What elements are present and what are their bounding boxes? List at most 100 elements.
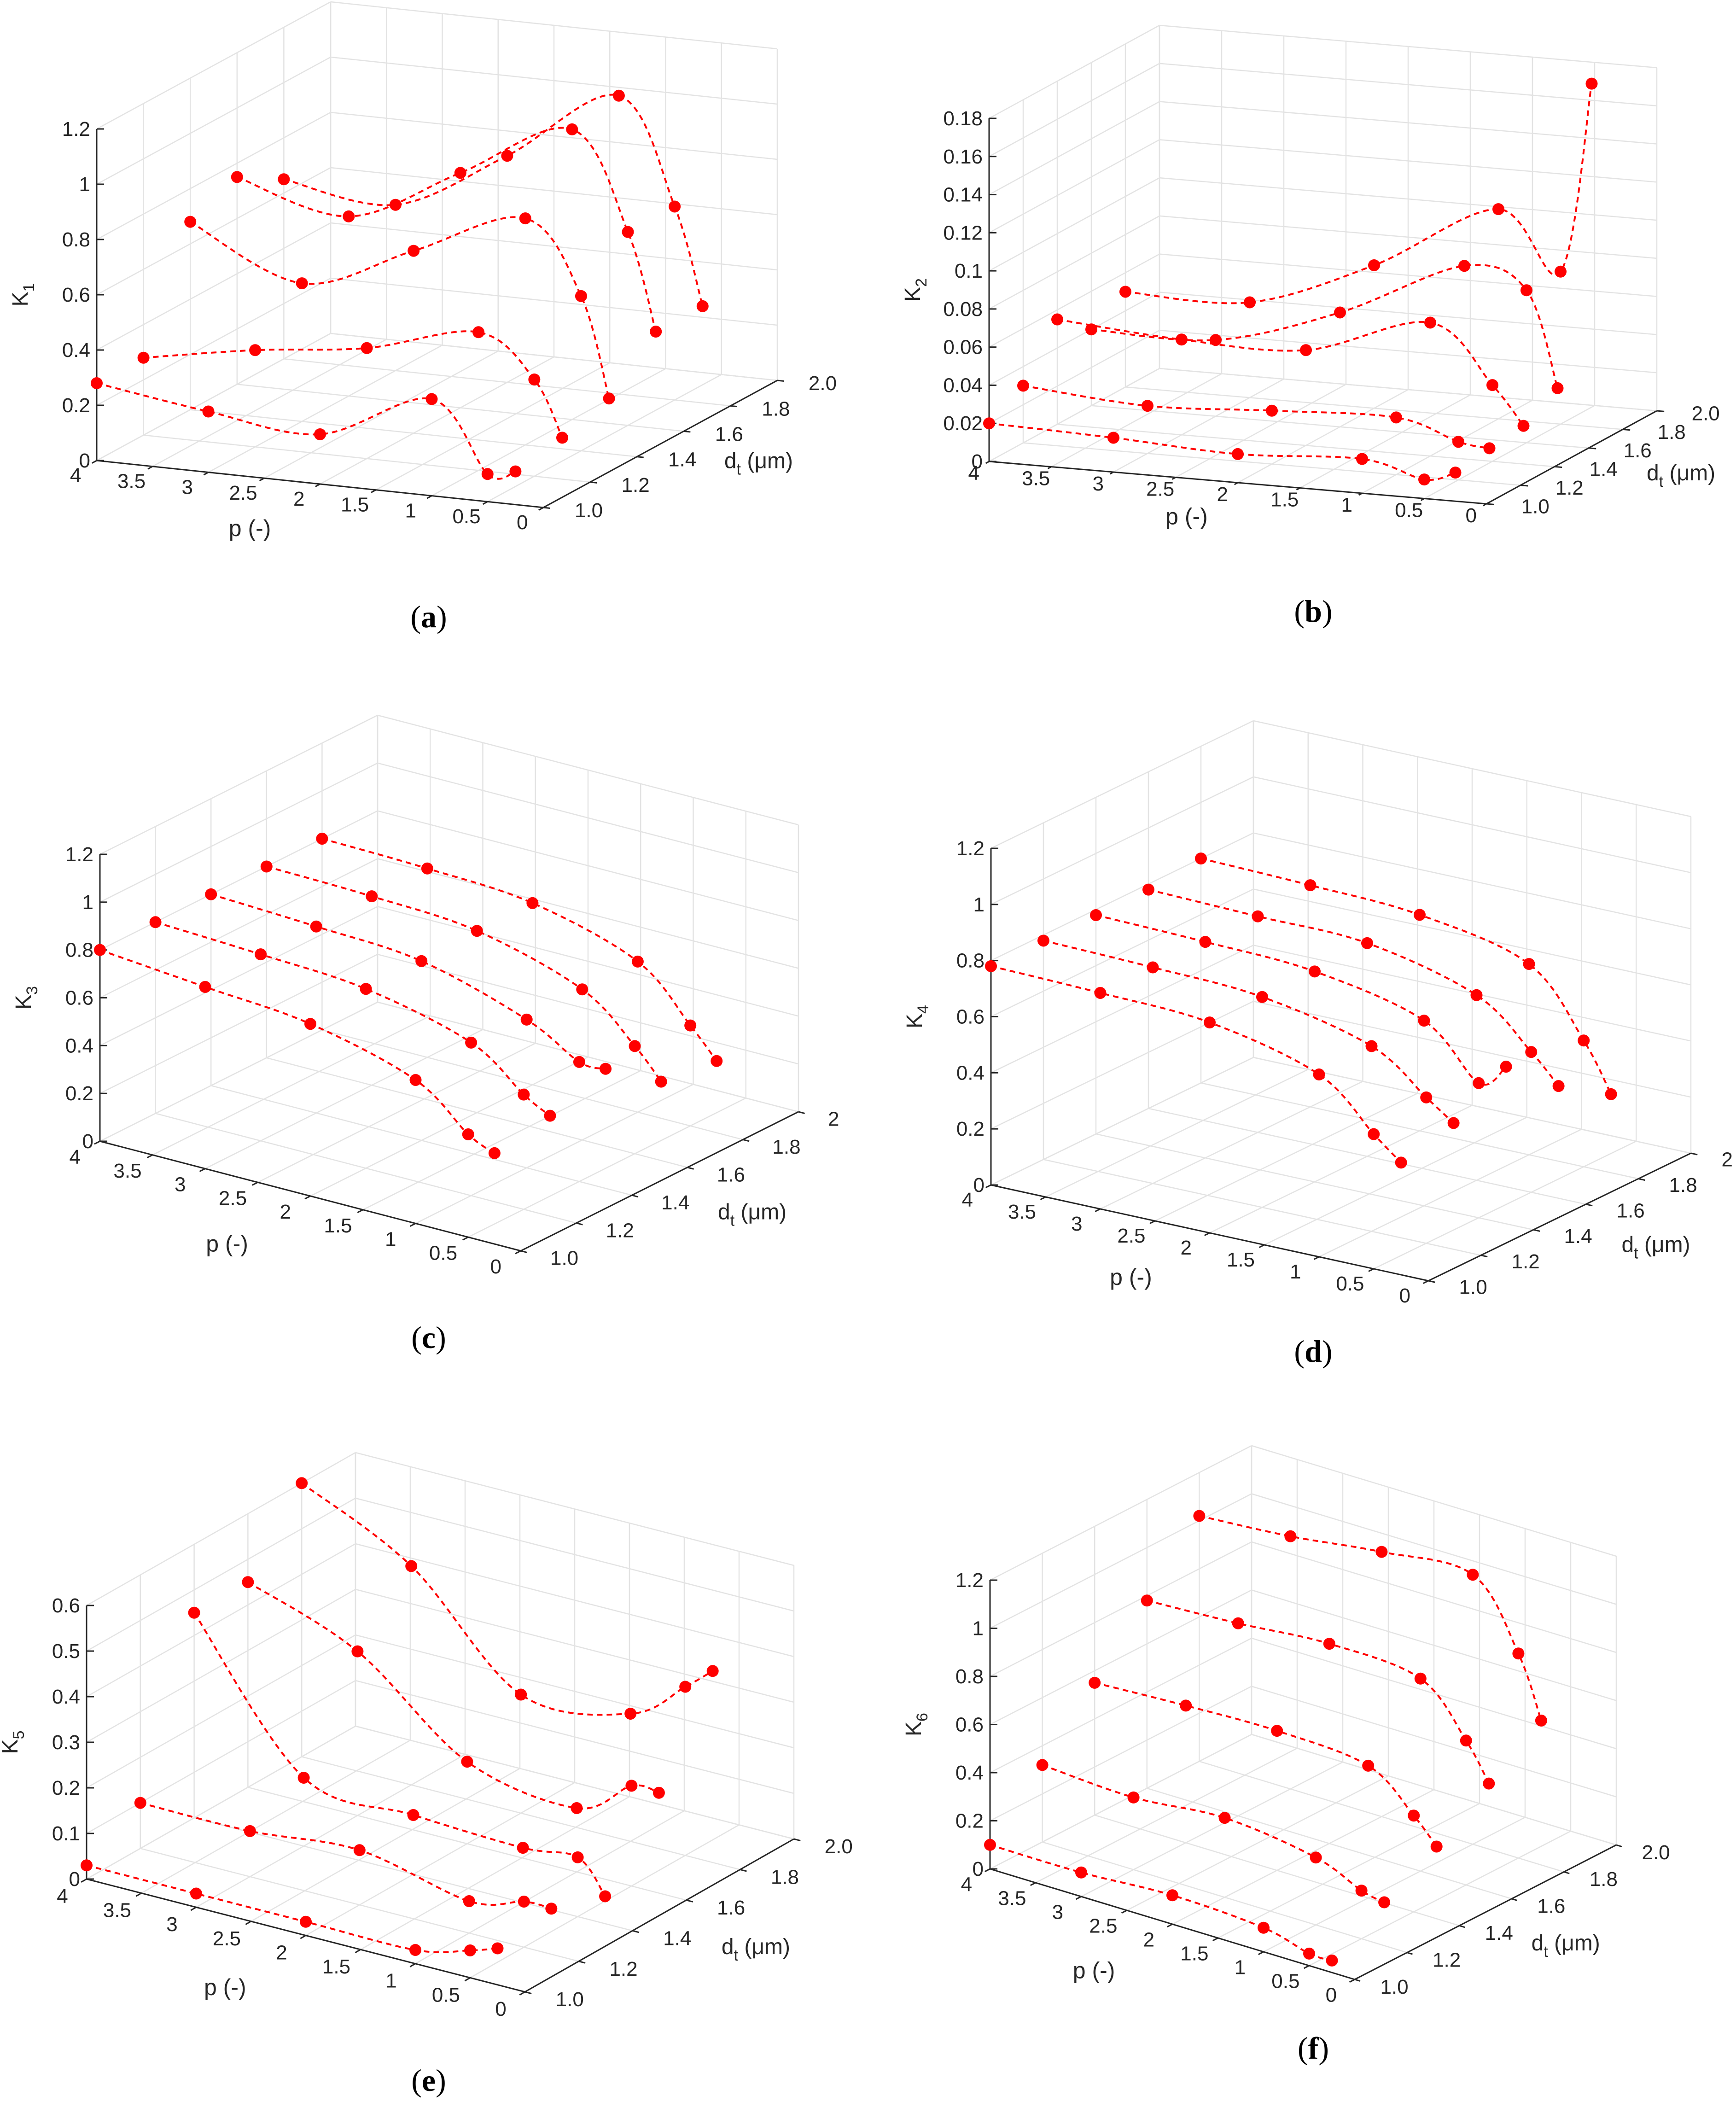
- grid-line: [1253, 832, 1691, 929]
- grid-line: [431, 368, 666, 496]
- x-tick-label: 0: [517, 511, 528, 534]
- grid-line: [1091, 405, 1589, 449]
- series-line: [301, 1482, 713, 1716]
- grid-line: [310, 1056, 588, 1197]
- grid-line: [284, 358, 731, 407]
- y-tick-label: 1.6: [717, 1163, 745, 1186]
- grid-line: [301, 1756, 740, 1870]
- grid-line: [204, 1029, 484, 1169]
- data-point: [518, 1895, 530, 1908]
- data-point: [205, 888, 217, 900]
- grid-line: [196, 1754, 466, 1908]
- y-tick: [740, 1868, 747, 1872]
- y-tick-label: 1.4: [668, 449, 696, 471]
- x-tick-label: 4: [961, 1189, 973, 1211]
- x-tick-label: 4: [961, 1873, 972, 1896]
- data-point: [1210, 334, 1222, 346]
- grid-line: [990, 1493, 1252, 1629]
- grid-line: [1100, 1080, 1363, 1210]
- grid-line: [264, 350, 499, 479]
- y-tick: [686, 1899, 693, 1903]
- grid-line: [1251, 1589, 1617, 1701]
- data-point: [1356, 453, 1368, 465]
- x-tick: [464, 1977, 471, 1982]
- data-point: [361, 342, 373, 354]
- z-tick-label: 1: [82, 891, 93, 914]
- x-tick: [1171, 477, 1176, 480]
- z-tick-label: 0.4: [65, 1034, 93, 1057]
- y-axis-title: dt (μm): [1647, 461, 1715, 490]
- x-tick-label: 1.5: [324, 1214, 352, 1237]
- z-tick-label: 0.4: [956, 1062, 985, 1084]
- panel-label-a: (a): [410, 599, 447, 634]
- data-point: [1326, 1954, 1338, 1967]
- x-tick-label: 2: [276, 1941, 287, 1964]
- grid-line: [377, 906, 799, 1017]
- y-axis-title: dt (μm): [1621, 1232, 1690, 1262]
- z-axis-title: K4: [903, 1005, 932, 1028]
- grid-line: [990, 1637, 1252, 1774]
- x-tick-label: 1: [1290, 1261, 1301, 1283]
- z-tick-label: 0.06: [943, 336, 983, 359]
- grid-line: [1175, 384, 1346, 478]
- data-point: [528, 374, 541, 386]
- data-point: [1244, 296, 1256, 309]
- y-tick-label: 1.2: [1555, 477, 1584, 499]
- grid-line: [1251, 1541, 1617, 1653]
- data-point: [1037, 934, 1049, 947]
- z-tick-label: 0.4: [52, 1686, 80, 1708]
- y-tick: [631, 1194, 639, 1198]
- grid-line: [86, 1588, 356, 1743]
- data-point: [1378, 1896, 1391, 1909]
- y-tick-label: 2: [1722, 1149, 1733, 1171]
- grid-line: [989, 101, 1160, 195]
- x-tick: [1358, 492, 1363, 496]
- x-tick: [190, 1906, 197, 1911]
- x-tick: [538, 507, 544, 511]
- data-point: [1232, 1617, 1244, 1629]
- x-tick: [259, 477, 265, 482]
- data-point: [199, 981, 211, 993]
- y-tick: [590, 481, 597, 484]
- x-tick: [199, 1168, 206, 1172]
- z-tick-label: 0.8: [65, 939, 93, 962]
- y-tick: [524, 1991, 532, 1995]
- data-point: [624, 1707, 637, 1720]
- y-tick: [777, 379, 784, 382]
- grid-line: [1051, 373, 1222, 467]
- x-tick-label: 3: [182, 476, 193, 498]
- y-tick: [1563, 1871, 1570, 1874]
- x-tick: [1047, 466, 1052, 469]
- x-tick-label: 0: [1326, 1984, 1337, 2006]
- y-tick-label: 1.6: [715, 423, 743, 446]
- data-point: [1362, 1759, 1375, 1772]
- data-point: [296, 1477, 308, 1489]
- data-point: [1300, 344, 1312, 356]
- grid-line: [86, 1634, 356, 1789]
- x-tick-label: 2.5: [1146, 478, 1174, 501]
- y-tick-label: 1.0: [550, 1247, 578, 1270]
- data-point: [1525, 1046, 1538, 1058]
- data-point: [1535, 1714, 1547, 1727]
- grid-line: [1199, 1761, 1564, 1873]
- x-tick-label: 2.5: [213, 1927, 241, 1950]
- data-point: [985, 960, 997, 972]
- data-point: [255, 948, 267, 961]
- x-tick-label: 0.5: [452, 505, 480, 528]
- grid-line: [96, 1, 331, 130]
- x-tick-label: 0: [490, 1255, 501, 1278]
- z-axis-title: K5: [0, 1731, 28, 1754]
- y-tick: [1616, 1844, 1622, 1848]
- grid-line: [1251, 1637, 1617, 1750]
- z-tick-label: 0.8: [955, 1665, 984, 1688]
- data-point: [461, 1756, 473, 1768]
- data-point: [471, 925, 483, 937]
- data-point: [1017, 379, 1029, 392]
- data-point: [407, 1809, 419, 1821]
- grid-line: [99, 1001, 378, 1142]
- data-point: [231, 171, 243, 183]
- x-tick: [1349, 1979, 1355, 1983]
- data-point: [184, 216, 197, 228]
- data-point: [1256, 991, 1268, 1003]
